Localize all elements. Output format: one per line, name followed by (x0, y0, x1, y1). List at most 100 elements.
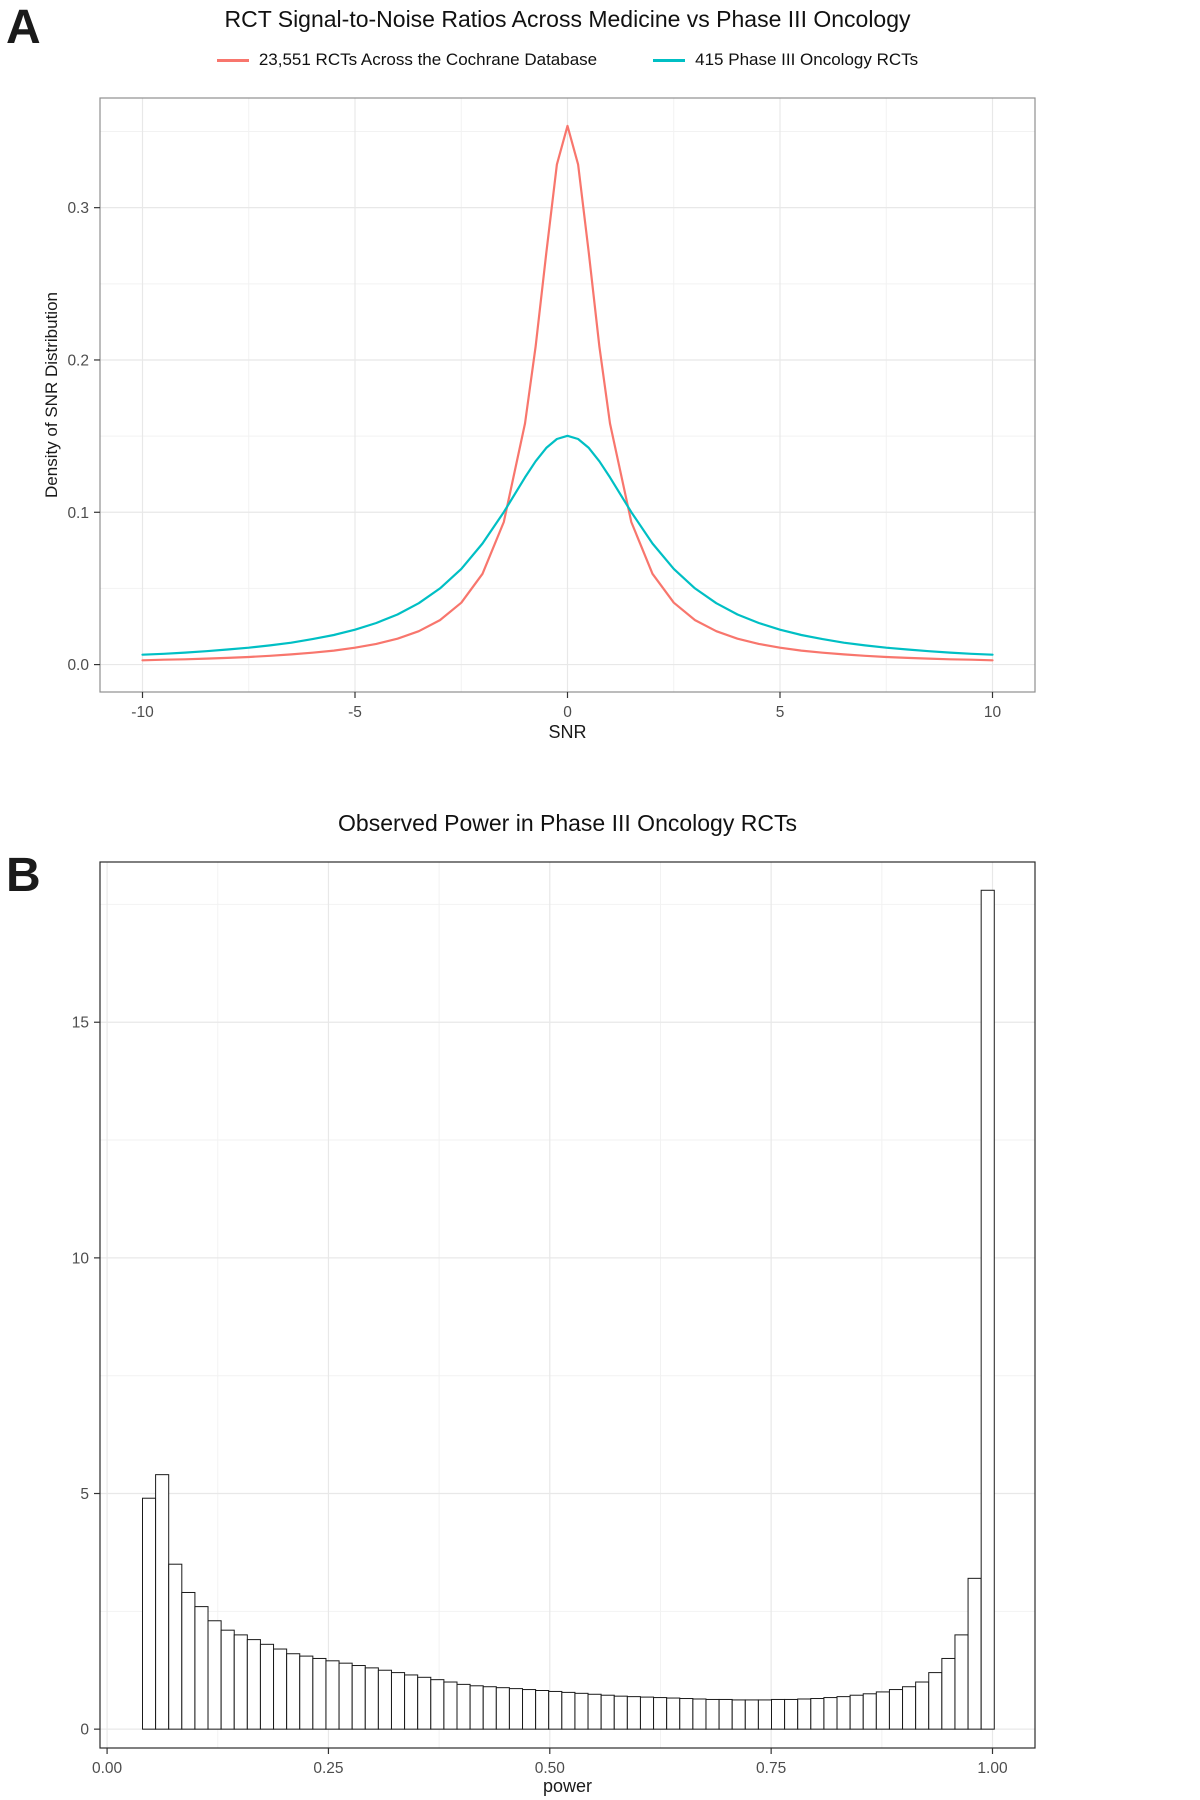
histogram-bar (469, 1685, 484, 1730)
y-tick-label: 10 (72, 1250, 90, 1267)
legend-item-cochrane: 23,551 RCTs Across the Cochrane Database (216, 50, 597, 70)
histogram-bar (810, 1698, 825, 1730)
histogram-bar (915, 1681, 930, 1730)
density-curve-cochrane (141, 124, 994, 662)
histogram-bar (286, 1653, 301, 1730)
panel-a-title: RCT Signal-to-Noise Ratios Across Medici… (224, 6, 911, 32)
panel-a-tag: A (6, 1, 41, 54)
histogram-bar (744, 1699, 759, 1730)
histogram-bar (246, 1639, 261, 1730)
x-tick-label: 0.50 (535, 1760, 566, 1777)
histogram-bar (784, 1698, 799, 1730)
histogram-bar (836, 1696, 851, 1730)
histogram-bar (299, 1655, 314, 1730)
y-tick-label: 0.0 (67, 657, 89, 674)
histogram-bar (980, 889, 995, 1730)
histogram-bar (377, 1669, 392, 1730)
histogram-bar (561, 1691, 576, 1730)
histogram-bar (771, 1698, 786, 1730)
y-tick-label: 0.3 (67, 200, 89, 217)
legend-label-oncology: 415 Phase III Oncology RCTs (695, 50, 919, 69)
panel-b-title: Observed Power in Phase III Oncology RCT… (338, 810, 797, 836)
histogram-bar (548, 1690, 563, 1730)
histogram-bar (207, 1620, 222, 1730)
histogram-bar (482, 1686, 497, 1730)
histogram-bar (653, 1697, 668, 1730)
panel-b-histogram-plot: 0.00 0.25 0.50 0.75 1.00 0 5 10 15 (72, 861, 1036, 1777)
histogram-bar (168, 1563, 183, 1730)
histogram-bar (508, 1688, 524, 1730)
histogram-bar (705, 1698, 720, 1730)
histogram-bar (626, 1696, 641, 1730)
panel-a-density-plot: -10 -5 0 5 10 0.0 0.1 0.2 0.3 (67, 97, 1036, 721)
histogram-bar (194, 1606, 209, 1730)
legend-item-oncology: 415 Phase III Oncology RCTs (653, 50, 918, 70)
density-curve-oncology (141, 434, 994, 656)
histogram-bar (338, 1662, 353, 1730)
panel-background (100, 862, 1035, 1748)
histogram-bar (941, 1657, 956, 1730)
x-tick-label: 0.25 (313, 1760, 343, 1777)
y-tick-label: 0 (80, 1722, 89, 1739)
x-tick-label: 1.00 (977, 1760, 1008, 1777)
histogram-bar (142, 1497, 157, 1730)
histogram-bar (613, 1695, 628, 1730)
histogram-bar (823, 1697, 838, 1730)
histogram-bar (862, 1693, 877, 1730)
histogram-bar (273, 1648, 288, 1730)
x-tick-label: 0 (563, 704, 572, 721)
x-tick-label: 0.75 (756, 1760, 786, 1777)
panel-b-tag: B (6, 849, 41, 902)
histogram-bar (417, 1676, 432, 1730)
histogram-bar (495, 1687, 510, 1730)
histogram-bar (325, 1660, 340, 1730)
histogram-bar (797, 1698, 812, 1730)
histogram-bar (522, 1689, 537, 1730)
histogram-bar (888, 1689, 904, 1730)
panel-b-x-axis-title: power (542, 1776, 593, 1796)
histogram-bar (666, 1697, 681, 1730)
histogram-bar (902, 1686, 917, 1730)
legend-line-swatch-cochrane (216, 58, 249, 62)
panel-a-x-axis-title: SNR (548, 722, 587, 742)
histogram-bar (181, 1591, 196, 1730)
histogram-bar (954, 1634, 969, 1730)
histogram-bar (849, 1694, 864, 1730)
y-tick-label: 15 (72, 1015, 89, 1032)
histogram-bar (757, 1699, 773, 1730)
x-tick-label: -5 (348, 704, 362, 721)
histogram-bar (639, 1696, 655, 1730)
histogram-bar (967, 1577, 982, 1730)
histogram-bar (404, 1674, 419, 1730)
histogram-bar (390, 1672, 406, 1730)
y-tick-label: 5 (80, 1486, 89, 1503)
histogram-bar (574, 1692, 589, 1730)
panel-border (99, 861, 1036, 1749)
histogram-bar (351, 1665, 366, 1730)
histogram-bar (443, 1681, 458, 1730)
histogram-bar (535, 1690, 550, 1730)
histogram-bar (220, 1629, 235, 1730)
x-tick-label: 5 (776, 704, 785, 721)
y-tick-label: 0.1 (67, 505, 89, 522)
histogram-bar (259, 1643, 275, 1730)
histogram-bar (312, 1657, 327, 1730)
histogram-bar (875, 1691, 890, 1730)
histogram-bar (155, 1474, 170, 1730)
histogram-bar (718, 1698, 733, 1730)
histogram-bar (430, 1679, 445, 1730)
histogram-bar (456, 1683, 471, 1730)
x-tick-label: 0.00 (92, 1760, 123, 1777)
histogram-bar (364, 1667, 379, 1730)
histogram-bar (233, 1634, 248, 1730)
y-tick-label: 0.2 (67, 352, 89, 369)
histogram-bar (692, 1698, 707, 1730)
legend-line-swatch-oncology (653, 58, 686, 62)
x-tick-label: -10 (131, 704, 154, 721)
histogram-bar (600, 1694, 615, 1730)
legend: 23,551 RCTs Across the Cochrane Database… (100, 50, 1035, 70)
histogram-bar (928, 1672, 943, 1730)
x-tick-label: 10 (984, 704, 1002, 721)
histogram-bar (731, 1699, 746, 1730)
